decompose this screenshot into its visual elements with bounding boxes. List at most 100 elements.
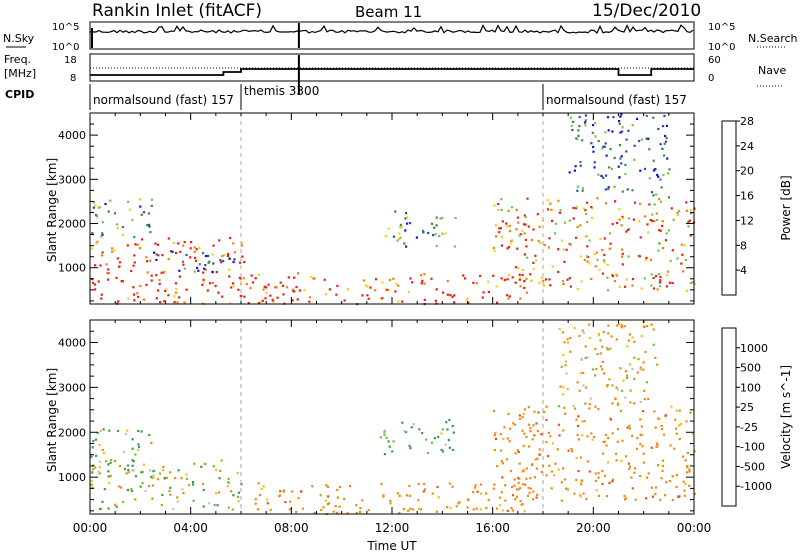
data-pixel	[380, 483, 383, 486]
data-pixel	[580, 358, 583, 361]
data-pixel	[117, 300, 120, 303]
data-pixel	[269, 294, 272, 297]
data-pixel	[568, 219, 571, 222]
data-pixel	[423, 488, 427, 491]
data-pixel	[126, 244, 129, 247]
data-pixel	[631, 487, 634, 490]
data-pixel	[174, 282, 177, 285]
data-pixel	[208, 282, 212, 285]
data-pixel	[506, 294, 509, 297]
data-pixel	[662, 154, 666, 157]
data-pixel	[183, 301, 186, 304]
data-pixel	[212, 244, 215, 247]
data-pixel	[92, 206, 95, 209]
data-pixel	[466, 297, 469, 300]
data-pixel	[194, 256, 197, 259]
data-pixel	[518, 414, 521, 417]
data-pixel	[517, 450, 520, 454]
data-pixel	[405, 212, 408, 215]
data-pixel	[664, 239, 667, 242]
data-pixel	[169, 471, 172, 474]
data-pixel	[580, 480, 583, 483]
data-pixel	[430, 277, 433, 280]
data-pixel	[446, 293, 449, 296]
data-pixel	[573, 326, 576, 330]
colorbar-tick-label: 1000	[740, 342, 768, 355]
data-pixel	[626, 188, 629, 191]
data-pixel	[625, 278, 628, 281]
data-pixel	[454, 217, 457, 220]
data-pixel	[621, 252, 624, 255]
data-pixel	[91, 232, 94, 235]
data-pixel	[633, 471, 636, 474]
data-pixel	[546, 208, 549, 211]
data-pixel	[526, 494, 530, 497]
data-pixel	[606, 385, 609, 388]
data-pixel	[116, 226, 119, 229]
data-pixel	[620, 155, 623, 158]
data-pixel	[496, 507, 499, 510]
data-pixel	[228, 275, 231, 278]
data-pixel	[392, 277, 395, 280]
colorbar-tick-label: 16	[740, 190, 754, 203]
data-pixel	[659, 275, 662, 278]
data-pixel	[611, 130, 614, 133]
data-pixel	[586, 260, 589, 263]
data-pixel	[529, 273, 532, 276]
data-pixel	[532, 267, 535, 270]
data-pixel	[648, 177, 651, 180]
data-pixel	[230, 286, 233, 289]
data-pixel	[227, 506, 230, 509]
data-pixel	[379, 297, 382, 300]
data-pixel	[155, 253, 158, 256]
data-pixel	[257, 302, 261, 305]
data-pixel	[601, 249, 604, 252]
data-pixel	[564, 360, 567, 363]
data-pixel	[338, 485, 342, 489]
colorbar-tick-label: 100	[740, 381, 761, 394]
data-pixel	[631, 278, 635, 281]
data-pixel	[149, 259, 152, 262]
data-pixel	[549, 435, 552, 438]
data-pixel	[161, 493, 164, 497]
data-pixel	[327, 502, 330, 505]
data-pixel	[522, 469, 525, 472]
data-pixel	[91, 446, 94, 449]
data-pixel	[604, 202, 608, 205]
data-pixel	[576, 138, 579, 141]
colorbar-tick-label: 25	[740, 401, 754, 414]
colorbar-tick-label: 20	[740, 165, 754, 178]
data-pixel	[421, 432, 424, 435]
data-pixel	[310, 275, 313, 278]
data-pixel	[264, 297, 267, 300]
data-pixel	[99, 429, 102, 432]
data-pixel	[522, 483, 525, 486]
data-pixel	[402, 507, 405, 511]
data-pixel	[513, 484, 516, 487]
data-pixel	[189, 256, 192, 259]
data-pixel	[293, 276, 296, 279]
data-pixel	[181, 260, 185, 263]
data-pixel	[649, 218, 652, 222]
data-pixel	[608, 166, 611, 169]
data-pixel	[566, 387, 569, 390]
data-pixel	[677, 495, 681, 498]
data-pixel	[101, 233, 104, 236]
data-pixel	[658, 229, 661, 232]
data-pixel	[652, 194, 655, 197]
data-pixel	[131, 469, 134, 472]
data-pixel	[430, 222, 434, 225]
data-pixel	[223, 253, 226, 257]
data-pixel	[176, 301, 179, 304]
data-pixel	[389, 499, 392, 502]
data-pixel	[202, 278, 205, 281]
data-pixel	[603, 261, 606, 264]
data-pixel	[642, 325, 645, 328]
data-pixel	[676, 211, 679, 215]
data-pixel	[601, 360, 604, 364]
data-pixel	[549, 284, 552, 287]
data-pixel	[661, 125, 665, 128]
data-pixel	[615, 273, 618, 276]
data-pixel	[680, 262, 683, 265]
data-pixel	[308, 296, 311, 299]
